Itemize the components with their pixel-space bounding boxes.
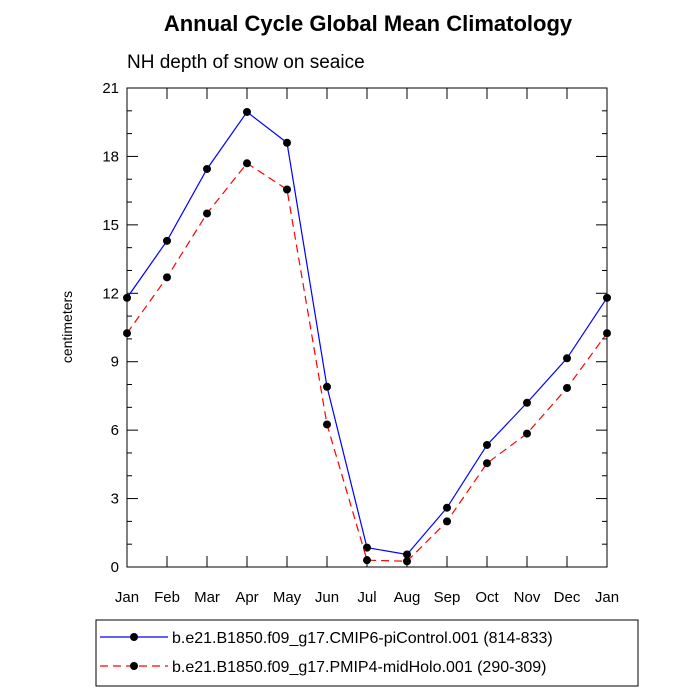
y-tick-label: 9 — [111, 354, 119, 371]
y-tick-label: 12 — [102, 285, 119, 302]
x-tick-label: Jun — [315, 589, 339, 606]
data-point-series-1 — [163, 236, 171, 245]
y-axis-label: centimeters — [59, 291, 75, 363]
legend-marker-2 — [130, 662, 138, 670]
data-point-series-2 — [523, 429, 531, 438]
series-line-1 — [126, 111, 608, 556]
x-tick-label: Sep — [434, 589, 461, 606]
x-tick-label: Oct — [475, 589, 499, 606]
data-point-series-1 — [323, 382, 331, 391]
y-tick-label: 6 — [111, 422, 119, 439]
data-point-series-2 — [563, 383, 571, 392]
y-tick-label: 15 — [102, 217, 119, 234]
y-tick-label: 3 — [111, 491, 119, 508]
data-point-series-2 — [163, 273, 171, 282]
data-point-series-2 — [243, 159, 251, 168]
data-point-series-2 — [283, 185, 291, 194]
x-tick-label: Feb — [154, 589, 180, 606]
y-tick-label: 18 — [102, 148, 119, 165]
x-tick-label: May — [273, 589, 302, 606]
x-tick-label: Jul — [357, 589, 376, 606]
x-tick-label: Mar — [194, 589, 220, 606]
legend-label-1: b.e21.B1850.f09_g17.CMIP6-piControl.001 … — [172, 630, 553, 647]
data-point-series-1 — [403, 550, 411, 559]
data-point-series-1 — [123, 293, 131, 302]
data-point-series-2 — [483, 459, 491, 468]
data-point-series-1 — [283, 138, 291, 147]
series-line-2 — [126, 162, 608, 562]
y-tick-label: 21 — [102, 80, 119, 97]
data-point-series-2 — [403, 557, 411, 566]
data-point-series-2 — [363, 556, 371, 565]
legend-label-2: b.e21.B1850.f09_g17.PMIP4-midHolo.001 (2… — [172, 659, 546, 676]
legend-marker-1 — [130, 633, 138, 641]
data-point-series-2 — [443, 517, 451, 526]
data-point-series-1 — [443, 503, 451, 512]
data-point-series-1 — [363, 543, 371, 552]
y-tick-label: 0 — [111, 559, 119, 576]
plot-area: 0 3 6 9 12 15 18 21 Jan Feb Mar Apr May Jun Jul Aug Sep O… — [102, 80, 619, 606]
x-tick-label: Aug — [394, 589, 421, 606]
x-tick-label: Jan — [115, 589, 139, 606]
x-tick-label: Apr — [235, 589, 258, 606]
x-tick-label: Nov — [514, 589, 541, 606]
x-tick-label: Jan — [595, 589, 619, 606]
data-point-series-1 — [483, 440, 491, 449]
plot-frame — [126, 87, 608, 568]
data-point-series-2 — [123, 329, 131, 338]
data-point-series-1 — [523, 398, 531, 407]
legend-box — [95, 619, 639, 687]
chart-subtitle: NH depth of snow on seaice — [127, 52, 365, 73]
legend: b.e21.B1850.f09_g17.CMIP6-piControl.001 … — [95, 619, 639, 687]
data-point-series-1 — [603, 293, 611, 302]
x-tick-label: Dec — [554, 589, 581, 606]
data-point-series-1 — [563, 354, 571, 363]
chart-title: Annual Cycle Global Mean Climatology — [164, 11, 573, 36]
data-point-series-1 — [203, 164, 211, 173]
data-point-series-2 — [203, 209, 211, 218]
data-point-series-1 — [243, 107, 251, 116]
data-point-series-2 — [323, 420, 331, 429]
data-point-series-2 — [603, 329, 611, 338]
